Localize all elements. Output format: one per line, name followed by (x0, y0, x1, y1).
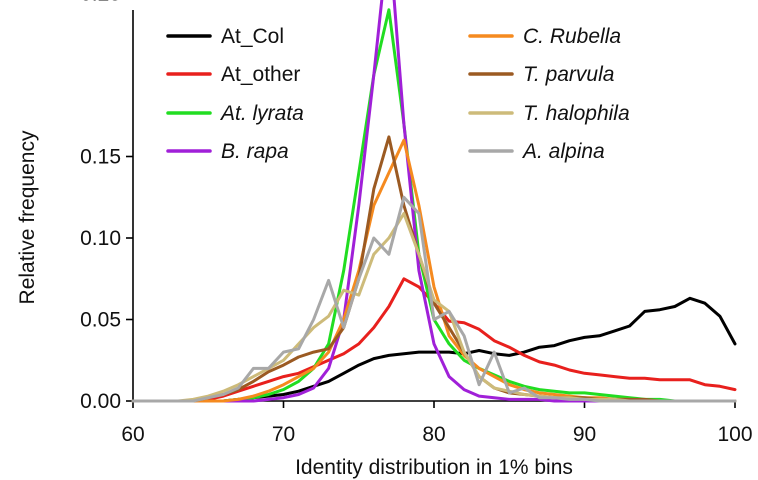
legend-label: T. parvula (523, 63, 614, 86)
legend-label: At_other (221, 63, 300, 86)
x-tick-label: 90 (573, 423, 596, 446)
y-tick-label: 0.15 (80, 146, 121, 169)
series-line (131, 212, 737, 403)
legend-label: C. Rubella (523, 25, 621, 48)
legend-label: A. alpina (521, 140, 605, 163)
y-tick-label: 0.00 (80, 390, 121, 413)
series-line (131, 135, 737, 403)
y-axis-title: Relative frequency (16, 130, 39, 304)
legend-label: B. rapa (221, 140, 289, 163)
legend-label: At_Col (221, 25, 284, 48)
y-tick-label: 0.05 (80, 309, 121, 332)
y-tick-label: 0.25 (80, 0, 121, 6)
x-tick-label: 80 (422, 423, 445, 446)
x-tick-label: 70 (272, 423, 295, 446)
legend-label: At. lyrata (219, 102, 304, 125)
legend-label: T. halophila (523, 102, 630, 125)
x-axis-title: Identity distribution in 1% bins (295, 456, 573, 479)
series-line (131, 195, 737, 403)
series-line (131, 138, 737, 403)
x-tick-label: 60 (121, 423, 144, 446)
y-tick-label: 0.10 (80, 227, 121, 250)
x-tick-label: 100 (717, 423, 752, 446)
series-line (131, 0, 737, 403)
